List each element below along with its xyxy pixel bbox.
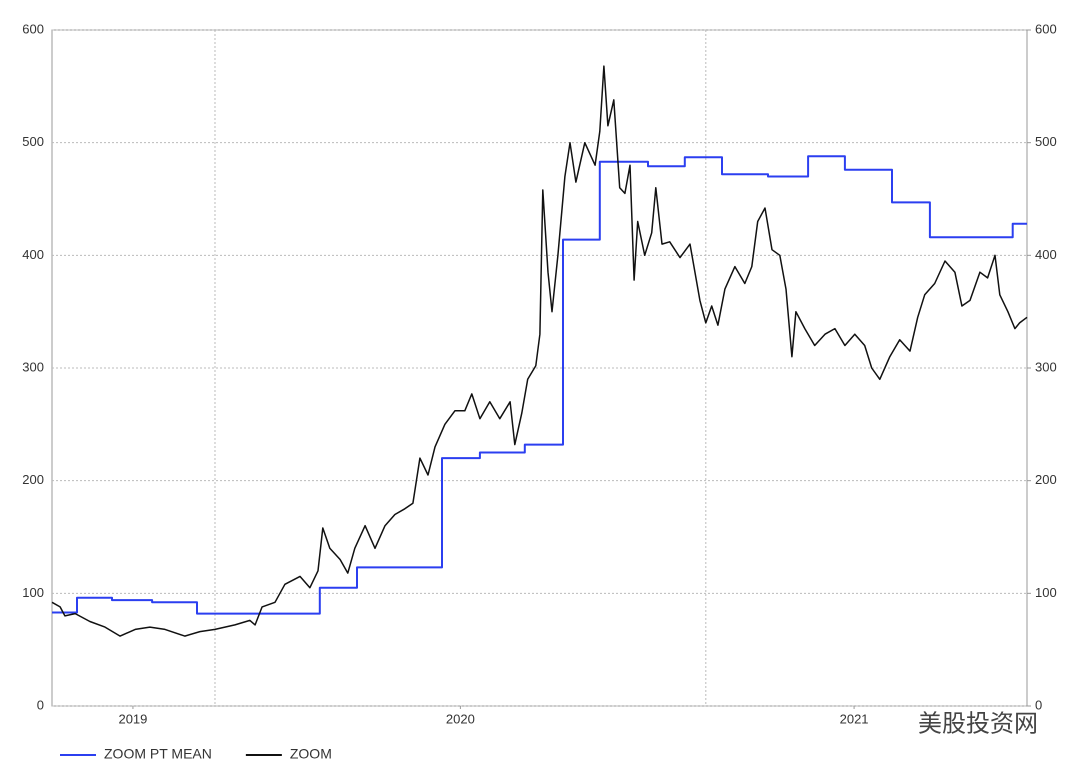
legend-label: ZOOM PT MEAN — [104, 746, 212, 762]
y-tick-label: 200 — [22, 472, 44, 487]
x-tick-label: 2020 — [446, 711, 475, 726]
series-line — [51, 65, 1028, 637]
y-tick-label: 500 — [22, 134, 44, 149]
series-line — [52, 155, 1027, 615]
y-tick-label: 100 — [22, 585, 44, 600]
x-tick-label: 2021 — [840, 711, 869, 726]
watermark: 美股投资网 — [918, 710, 1038, 737]
y2-tick-label: 300 — [1035, 359, 1057, 374]
y2-tick-label: 500 — [1035, 134, 1057, 149]
y2-tick-label: 400 — [1035, 247, 1057, 262]
y2-tick-label: 600 — [1035, 21, 1057, 36]
y-tick-label: 600 — [22, 21, 44, 36]
y2-tick-label: 100 — [1035, 585, 1057, 600]
y-tick-label: 0 — [37, 697, 44, 712]
x-tick-label: 2019 — [118, 711, 147, 726]
y2-tick-label: 0 — [1035, 697, 1042, 712]
legend-label: ZOOM — [290, 746, 332, 762]
y-tick-label: 400 — [22, 247, 44, 262]
y2-tick-label: 200 — [1035, 472, 1057, 487]
y-tick-label: 300 — [22, 359, 44, 374]
